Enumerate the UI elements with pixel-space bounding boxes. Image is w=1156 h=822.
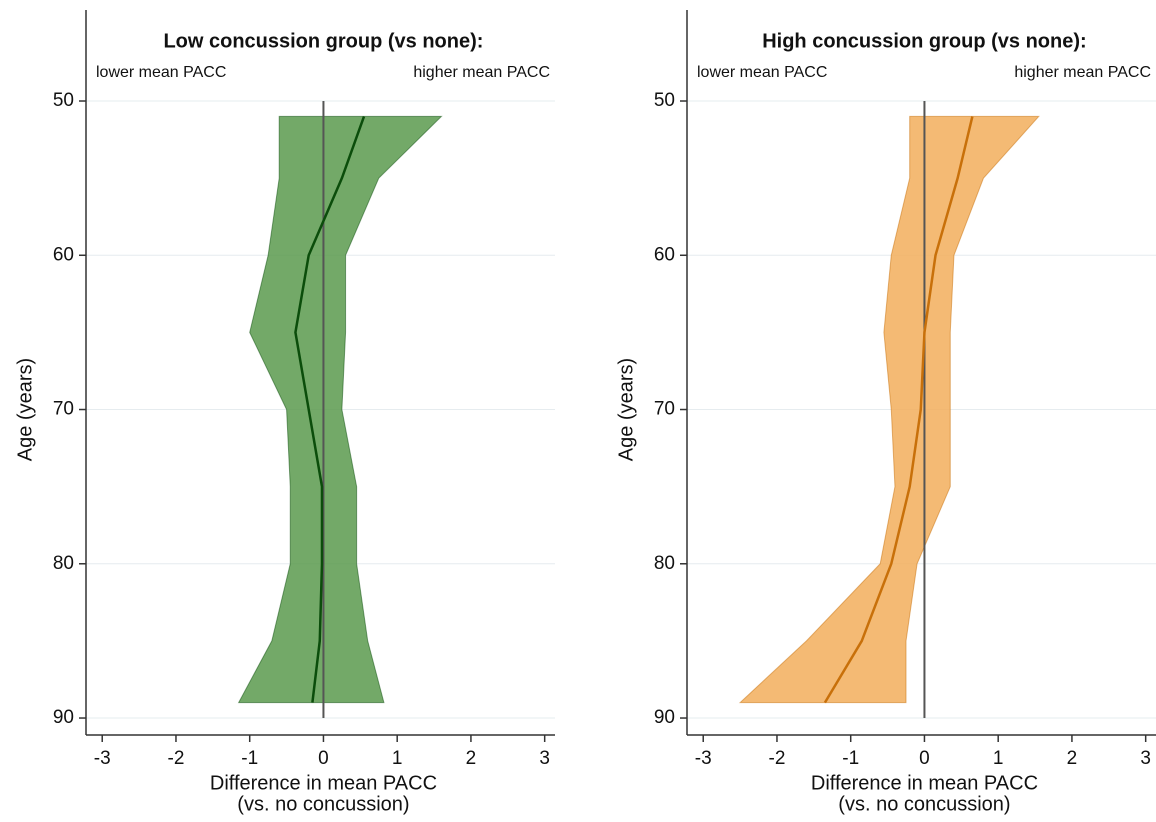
annotation: lower mean PACC xyxy=(96,64,226,81)
panel-title: Low concussion group (vs none): xyxy=(163,30,483,52)
confidence-band xyxy=(237,115,443,704)
confidence-band xyxy=(738,115,1040,704)
y-tick-label: 70 xyxy=(53,399,74,420)
x-axis-label: Difference in mean PACC xyxy=(811,772,1038,794)
panel-title: High concussion group (vs none): xyxy=(762,30,1086,52)
y-axis-label: Age (years) xyxy=(14,358,36,461)
annotation: higher mean PACC xyxy=(1014,64,1151,81)
x-axis-label: (vs. no concussion) xyxy=(838,793,1010,815)
y-tick-label: 60 xyxy=(53,244,74,265)
x-tick-label: 2 xyxy=(1067,748,1078,769)
x-tick-label: 1 xyxy=(392,748,403,769)
annotation: lower mean PACC xyxy=(697,64,827,81)
x-tick-label: 0 xyxy=(318,748,329,769)
y-tick-label: 80 xyxy=(53,553,74,574)
y-tick-label: 70 xyxy=(654,399,675,420)
x-axis-label: (vs. no concussion) xyxy=(237,793,409,815)
y-tick-label: 80 xyxy=(654,553,675,574)
y-tick-label: 50 xyxy=(654,90,675,111)
x-tick-label: -2 xyxy=(769,748,786,769)
y-tick-label: 90 xyxy=(654,707,675,728)
x-tick-label: 0 xyxy=(919,748,930,769)
mean-line xyxy=(823,116,974,704)
x-tick-label: -1 xyxy=(842,748,859,769)
annotation: higher mean PACC xyxy=(413,64,550,81)
y-axis-label: Age (years) xyxy=(615,358,637,461)
y-tick-label: 60 xyxy=(654,244,675,265)
x-axis-label: Difference in mean PACC xyxy=(210,772,437,794)
x-tick-label: -1 xyxy=(241,748,258,769)
x-tick-label: 2 xyxy=(466,748,477,769)
x-tick-label: 3 xyxy=(1140,748,1151,769)
x-tick-label: -3 xyxy=(94,748,111,769)
mean-line xyxy=(294,116,366,703)
x-tick-label: 3 xyxy=(539,748,550,769)
x-tick-label: -3 xyxy=(695,748,712,769)
x-tick-label: 1 xyxy=(993,748,1004,769)
y-tick-label: 50 xyxy=(53,90,74,111)
y-tick-label: 90 xyxy=(53,707,74,728)
x-tick-label: -2 xyxy=(168,748,185,769)
